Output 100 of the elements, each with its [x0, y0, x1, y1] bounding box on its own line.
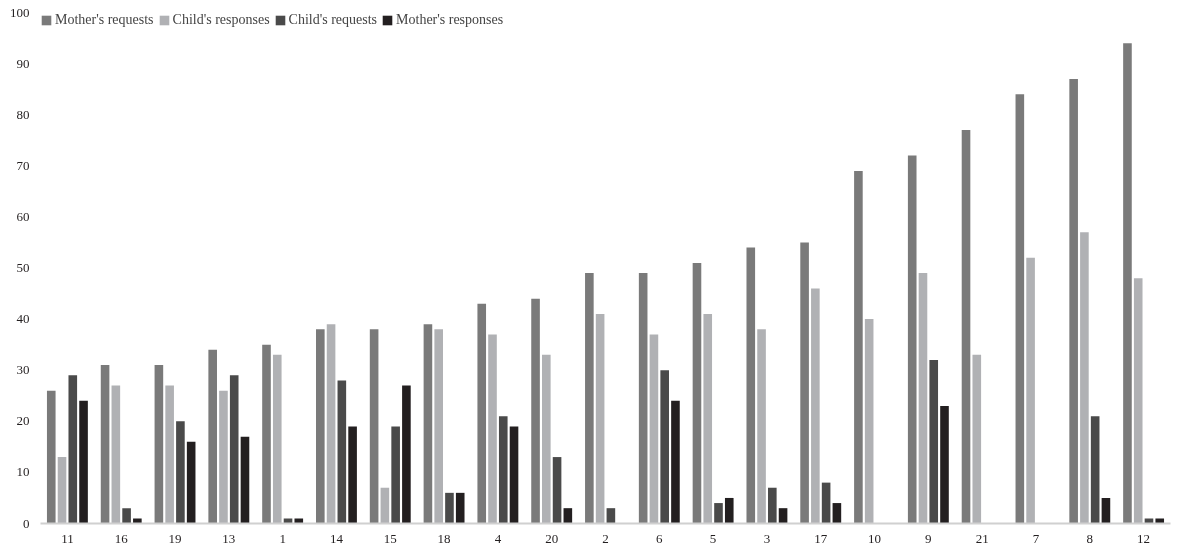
bar: [229, 375, 239, 524]
bar: [477, 303, 487, 524]
bar: [434, 329, 443, 524]
legend-label: Child's requests: [288, 12, 378, 28]
x-tick-label: 3: [763, 530, 771, 546]
y-tick-label: 60: [16, 208, 30, 224]
bar: [219, 390, 228, 524]
bar: [391, 426, 400, 524]
x-tick-label: 19: [168, 530, 182, 546]
bar: [1101, 497, 1111, 524]
x-tick-label: 9: [925, 530, 932, 546]
bar: [1133, 278, 1143, 524]
bar: [262, 344, 271, 524]
bar: [348, 426, 357, 524]
legend-label: Mother's responses: [396, 12, 504, 28]
bar: [649, 334, 659, 524]
bar: [940, 405, 949, 524]
x-tick-label: 20: [545, 530, 559, 546]
bar: [1090, 416, 1100, 524]
bar: [445, 492, 454, 524]
bar: [531, 298, 540, 524]
y-tick-label: 0: [23, 515, 30, 531]
x-tick-label: 6: [656, 530, 664, 546]
x-tick-label: 11: [61, 530, 74, 546]
x-tick-label: 10: [868, 530, 882, 546]
bar: [542, 354, 551, 524]
bar: [402, 385, 411, 524]
bar: [186, 441, 196, 524]
bar: [154, 365, 164, 524]
bar: [423, 324, 433, 524]
x-tick-label: 4: [494, 530, 502, 546]
bar: [821, 482, 831, 524]
bar: [768, 487, 777, 524]
bar: [692, 262, 702, 524]
bar: [660, 370, 669, 524]
bar: [1123, 43, 1132, 524]
y-tick-label: 10: [16, 464, 30, 480]
bar: [46, 390, 56, 524]
bar: [961, 130, 971, 524]
bar: [724, 497, 734, 524]
x-tick-label: 1: [279, 530, 286, 546]
y-tick-label: 50: [16, 260, 30, 275]
x-tick-label: 15: [383, 530, 397, 546]
x-tick-label: 21: [975, 530, 989, 546]
bar: [703, 313, 713, 524]
bar: [1155, 518, 1165, 524]
bar: [606, 508, 616, 524]
legend-label: Child's responses: [172, 12, 270, 28]
bar: [778, 508, 788, 524]
bar: [1144, 518, 1154, 524]
bar: [1026, 257, 1035, 524]
bar: [337, 380, 347, 524]
x-tick-label: 18: [437, 530, 451, 546]
bar: [563, 508, 573, 524]
bar: [864, 319, 874, 524]
bar: [100, 365, 110, 524]
bar: [57, 457, 67, 524]
bar: [671, 400, 680, 524]
y-tick-label: 40: [16, 311, 30, 327]
bar: [714, 503, 723, 524]
bar: [133, 518, 142, 524]
x-tick-label: 16: [114, 530, 129, 546]
bar: [811, 288, 820, 524]
y-tick-label: 30: [16, 362, 30, 378]
bar: [498, 416, 508, 524]
bar: [929, 359, 939, 524]
bar: [1015, 94, 1025, 524]
bar: [918, 273, 928, 524]
bar: [488, 334, 497, 524]
bar: [907, 155, 917, 524]
bar: [800, 242, 809, 524]
bar: [638, 273, 648, 524]
bar: [380, 487, 390, 524]
y-tick-label: 80: [16, 106, 30, 122]
bar: [757, 329, 766, 524]
bar: [272, 354, 282, 524]
bar: [585, 273, 594, 524]
bar: [552, 457, 562, 524]
y-tick-label: 70: [16, 157, 30, 173]
x-tick-label: 17: [814, 530, 828, 546]
bar: [972, 354, 982, 524]
bar: [326, 324, 336, 524]
x-tick-label: 7: [1032, 530, 1040, 546]
bar: [240, 436, 250, 524]
x-tick-label: 13: [222, 530, 236, 546]
x-tick-label: 2: [602, 530, 609, 546]
bar: [111, 385, 121, 524]
bar: [509, 426, 519, 524]
bar: [832, 503, 842, 524]
bar: [79, 400, 88, 524]
x-tick-label: 8: [1086, 530, 1094, 546]
bar: [369, 329, 379, 524]
bar: [165, 385, 174, 524]
bar: [1080, 232, 1089, 524]
y-tick-label: 100: [10, 4, 30, 20]
x-tick-label: 14: [329, 530, 344, 546]
bar: [208, 349, 217, 524]
legend-label: Mother's requests: [55, 12, 154, 28]
y-tick-label: 90: [16, 55, 30, 71]
bar: [294, 518, 304, 524]
